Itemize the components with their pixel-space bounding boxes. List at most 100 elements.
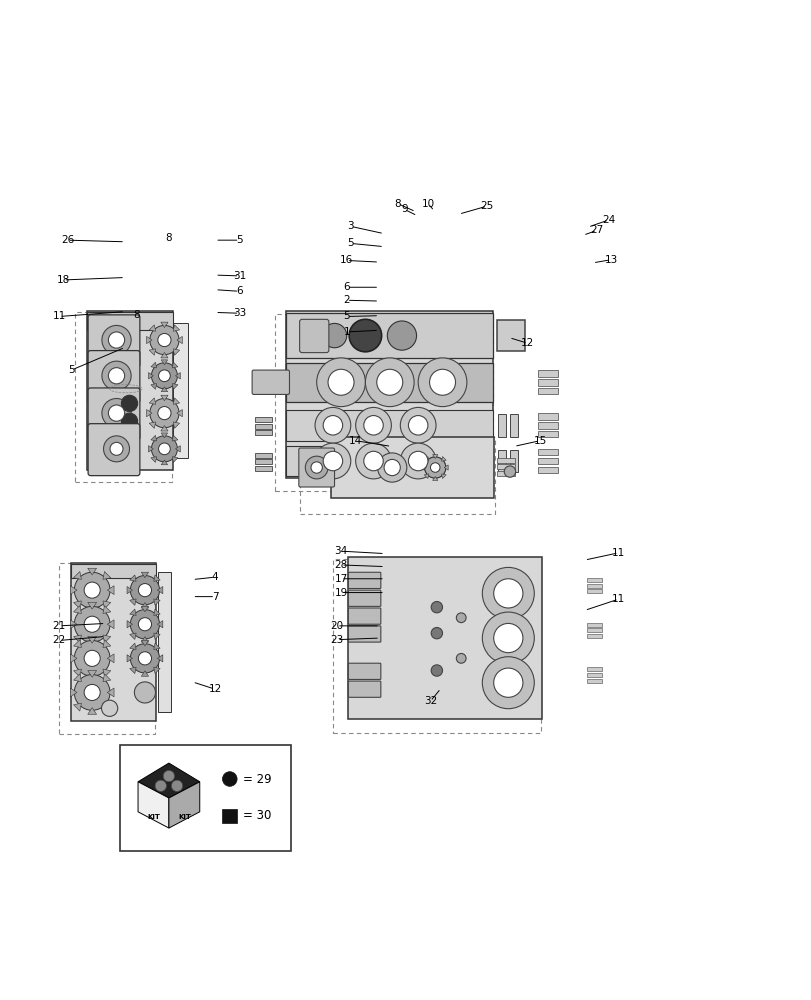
- Polygon shape: [148, 373, 153, 379]
- Polygon shape: [103, 635, 110, 643]
- Circle shape: [149, 398, 178, 428]
- Polygon shape: [88, 708, 97, 714]
- Bar: [120, 745, 290, 851]
- Circle shape: [171, 780, 182, 792]
- Circle shape: [328, 369, 354, 395]
- Polygon shape: [161, 395, 168, 401]
- Text: 8: 8: [165, 233, 172, 243]
- Text: 13: 13: [604, 255, 617, 265]
- Polygon shape: [157, 655, 163, 662]
- Circle shape: [431, 601, 442, 613]
- Polygon shape: [107, 586, 114, 595]
- Bar: [496, 464, 514, 469]
- Circle shape: [84, 582, 100, 598]
- Polygon shape: [74, 601, 81, 609]
- Bar: [586, 634, 601, 638]
- Circle shape: [75, 606, 110, 642]
- FancyBboxPatch shape: [348, 681, 380, 697]
- Circle shape: [305, 456, 328, 479]
- FancyBboxPatch shape: [348, 663, 380, 679]
- FancyBboxPatch shape: [88, 315, 139, 367]
- Circle shape: [109, 368, 125, 384]
- Text: 5: 5: [343, 311, 350, 321]
- Text: 11: 11: [611, 594, 624, 604]
- Circle shape: [121, 395, 137, 411]
- FancyBboxPatch shape: [348, 626, 380, 642]
- Polygon shape: [103, 669, 110, 677]
- Polygon shape: [161, 322, 168, 328]
- Circle shape: [315, 443, 350, 479]
- Polygon shape: [423, 474, 428, 479]
- Bar: [537, 379, 557, 386]
- Text: 7: 7: [212, 592, 218, 602]
- Circle shape: [151, 363, 177, 389]
- Polygon shape: [103, 572, 110, 579]
- Text: 15: 15: [533, 436, 546, 446]
- Polygon shape: [173, 398, 179, 404]
- Circle shape: [377, 453, 406, 482]
- Polygon shape: [74, 606, 81, 613]
- Bar: [537, 422, 557, 429]
- Circle shape: [84, 684, 100, 700]
- Polygon shape: [138, 782, 169, 828]
- Polygon shape: [173, 422, 179, 428]
- Polygon shape: [173, 325, 179, 331]
- Polygon shape: [149, 422, 156, 428]
- Text: 8: 8: [133, 310, 139, 320]
- Polygon shape: [71, 586, 77, 595]
- Bar: [537, 431, 557, 437]
- Circle shape: [355, 407, 391, 443]
- Text: 2: 2: [343, 295, 350, 305]
- Circle shape: [500, 675, 515, 690]
- Text: 33: 33: [233, 308, 246, 318]
- Bar: [300, 437, 495, 514]
- Circle shape: [482, 657, 534, 709]
- Bar: [586, 679, 601, 683]
- Circle shape: [431, 665, 442, 676]
- Circle shape: [349, 319, 381, 352]
- Polygon shape: [432, 476, 437, 480]
- Circle shape: [323, 451, 342, 471]
- Bar: [586, 623, 601, 627]
- Polygon shape: [103, 674, 110, 682]
- Polygon shape: [71, 654, 77, 663]
- Polygon shape: [173, 349, 179, 355]
- Polygon shape: [441, 457, 446, 461]
- Circle shape: [493, 623, 522, 653]
- Text: 21: 21: [53, 621, 66, 631]
- Circle shape: [482, 612, 534, 664]
- Polygon shape: [103, 606, 110, 613]
- Text: 23: 23: [330, 635, 343, 645]
- Circle shape: [138, 618, 152, 631]
- Bar: [537, 449, 557, 455]
- Text: 6: 6: [236, 286, 242, 296]
- Polygon shape: [88, 605, 97, 612]
- Polygon shape: [153, 643, 160, 650]
- Text: 16: 16: [340, 255, 353, 265]
- Circle shape: [109, 332, 125, 348]
- Text: 3: 3: [347, 221, 354, 231]
- Bar: [333, 559, 541, 733]
- Circle shape: [104, 436, 130, 462]
- Polygon shape: [88, 568, 97, 575]
- Polygon shape: [103, 640, 110, 648]
- FancyBboxPatch shape: [251, 370, 289, 394]
- Circle shape: [316, 358, 365, 407]
- Bar: [255, 459, 271, 464]
- Bar: [255, 424, 271, 429]
- Polygon shape: [441, 474, 446, 479]
- Text: 8: 8: [394, 199, 401, 209]
- Circle shape: [158, 370, 170, 382]
- Bar: [88, 312, 173, 330]
- Polygon shape: [127, 621, 132, 628]
- Bar: [497, 450, 505, 472]
- Polygon shape: [153, 609, 160, 615]
- Circle shape: [504, 466, 515, 477]
- Text: 9: 9: [401, 204, 407, 214]
- Polygon shape: [444, 465, 448, 470]
- Circle shape: [101, 700, 118, 716]
- Bar: [508, 414, 517, 437]
- Polygon shape: [177, 336, 182, 344]
- Bar: [586, 667, 601, 671]
- Text: 10: 10: [421, 199, 434, 209]
